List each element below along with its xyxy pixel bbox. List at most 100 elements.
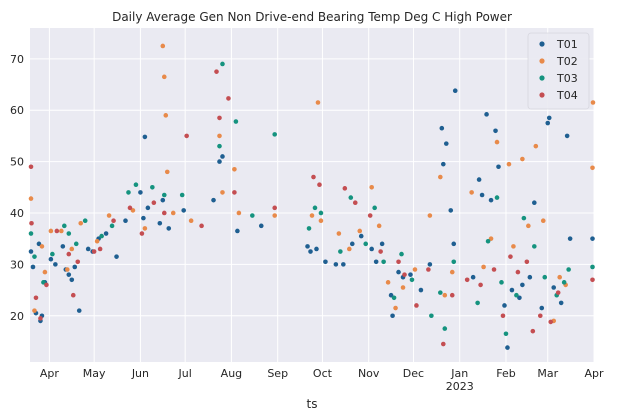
data-point [476, 177, 482, 182]
data-point [372, 205, 377, 211]
data-point [65, 267, 70, 272]
data-point [438, 174, 443, 180]
data-point [381, 259, 386, 265]
series-T02 [28, 43, 596, 324]
x-tick-label: Oct [313, 367, 333, 380]
x-tick-sublabel: 2023 [446, 380, 474, 393]
data-point [139, 231, 145, 236]
data-point [341, 262, 346, 267]
data-point [233, 119, 239, 124]
data-point [48, 256, 54, 262]
data-point [312, 205, 318, 211]
data-point [545, 120, 551, 126]
data-point [157, 220, 163, 226]
data-point [54, 228, 60, 234]
data-point [76, 308, 82, 313]
data-point [309, 213, 315, 218]
data-point [500, 313, 506, 319]
data-point [590, 264, 595, 270]
data-point [540, 218, 546, 223]
data-point [373, 259, 379, 265]
y-axis: 20 30 40 50 60 70 [10, 53, 24, 323]
data-point [488, 197, 494, 203]
data-point [530, 328, 536, 334]
data-point [590, 236, 595, 241]
data-point [250, 213, 255, 218]
data-point [502, 303, 507, 308]
data-point [363, 241, 369, 247]
data-point [385, 280, 391, 285]
data-point [59, 228, 64, 234]
data-point [479, 192, 485, 198]
data-point [111, 218, 116, 223]
data-point [542, 274, 548, 280]
data-point [32, 308, 37, 313]
data-point [494, 139, 500, 145]
data-point [317, 182, 322, 188]
data-point [451, 241, 457, 247]
data-point [69, 246, 75, 252]
data-point [429, 313, 434, 319]
data-point [36, 241, 42, 247]
data-point [449, 292, 455, 298]
y-tick-label: 50 [10, 156, 24, 169]
data-point [464, 277, 470, 283]
data-point [539, 305, 545, 311]
grid [30, 28, 595, 362]
data-point [232, 167, 237, 172]
data-point [451, 259, 457, 265]
data-point [506, 161, 512, 167]
x-tick-label: Dec [403, 367, 424, 380]
data-point [184, 133, 189, 139]
data-point [511, 244, 516, 249]
data-point [391, 295, 397, 301]
legend-label: T02 [556, 55, 578, 68]
data-point [41, 280, 46, 285]
data-point [470, 274, 476, 280]
data-point [475, 300, 480, 306]
data-point [133, 182, 139, 188]
series-T04 [28, 69, 595, 347]
legend-label: T01 [556, 38, 578, 51]
data-point [72, 264, 78, 270]
data-point [29, 220, 34, 226]
data-point [32, 254, 37, 259]
data-point [590, 165, 595, 171]
data-point [449, 269, 455, 275]
x-tick-label: Jun [131, 367, 149, 380]
data-point [160, 197, 166, 203]
data-point [505, 345, 510, 350]
data-point [305, 244, 310, 249]
data-point [53, 262, 58, 267]
data-point [161, 192, 167, 198]
data-point [145, 205, 151, 211]
data-point [548, 319, 554, 325]
data-point [127, 205, 133, 211]
data-point [338, 249, 343, 254]
data-point [564, 133, 570, 139]
x-tick-label: Feb [496, 367, 515, 380]
data-point [566, 267, 571, 272]
data-point [532, 244, 537, 249]
y-tick-label: 70 [10, 53, 24, 66]
data-point [99, 233, 104, 239]
legend-box [527, 32, 590, 110]
data-point [348, 195, 354, 200]
data-point [97, 246, 103, 252]
data-point [508, 254, 513, 259]
data-point [272, 205, 277, 211]
data-point [91, 249, 97, 254]
data-point [232, 190, 237, 195]
data-point [28, 249, 34, 254]
data-point [181, 208, 186, 213]
data-point [318, 210, 324, 216]
data-point [164, 169, 170, 175]
data-point [369, 184, 374, 190]
plot-background [30, 28, 594, 362]
data-point [441, 161, 446, 167]
data-point [336, 231, 342, 236]
data-point [367, 213, 373, 218]
data-point [109, 223, 115, 229]
legend-marker [539, 92, 545, 98]
